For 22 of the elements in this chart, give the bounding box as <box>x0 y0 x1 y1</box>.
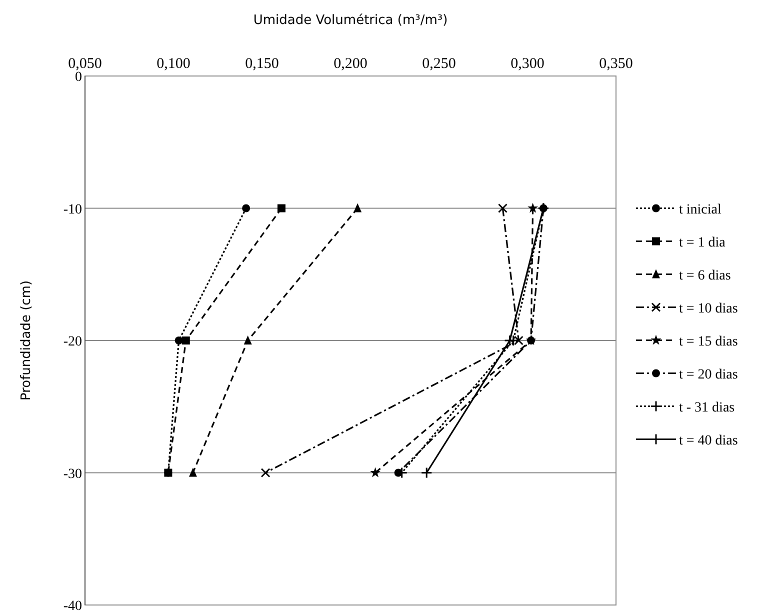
legend-label: t inicial <box>679 202 722 218</box>
x-tick-label: 0,150 <box>245 56 279 72</box>
y-tick-label: 0 <box>75 70 82 85</box>
x-tick-label: 0,050 <box>68 56 102 72</box>
y-tick-label: -20 <box>63 334 82 350</box>
legend-label: t = 15 dias <box>679 334 738 350</box>
legend-label: t = 1 dia <box>679 235 726 250</box>
x-tick-label: 0,200 <box>334 56 368 72</box>
legend-label: t = 20 dias <box>679 367 738 382</box>
legend-label: t = 6 dias <box>679 268 731 284</box>
x-tick-label: 0,250 <box>422 56 456 72</box>
y-tick-label: -10 <box>63 202 82 218</box>
x-axis-title: Umidade Volumétrica (m³/m³) <box>253 13 448 28</box>
x-tick-label: 0,350 <box>599 56 633 72</box>
x-tick-label: 0,100 <box>156 56 190 72</box>
x-tick-label: 0,300 <box>510 56 544 72</box>
legend-label: t = 40 dias <box>679 433 738 448</box>
y-tick-label: -30 <box>63 466 82 482</box>
y-axis-title: Profundidade (cm) <box>19 280 34 401</box>
legend-label: t - 31 dias <box>679 400 735 416</box>
y-tick-label: -40 <box>63 599 82 613</box>
legend-label: t = 10 dias <box>679 301 738 316</box>
